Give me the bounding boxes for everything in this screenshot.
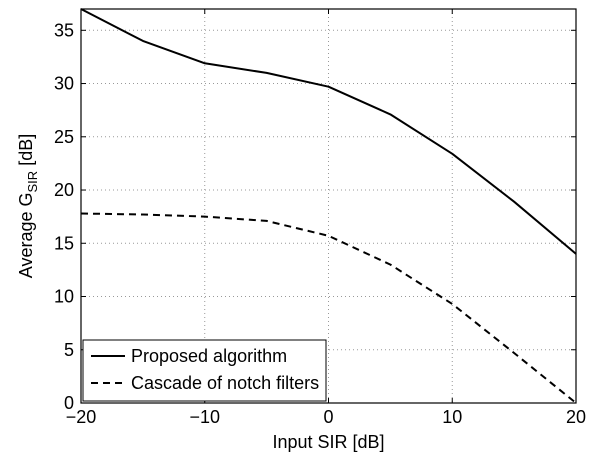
x-tick-label: −10 <box>189 407 220 427</box>
x-tick-label: 20 <box>566 407 586 427</box>
x-tick-label: 10 <box>442 407 462 427</box>
series-layer <box>80 8 577 404</box>
y-tick-label: 35 <box>54 20 74 40</box>
x-tick-label: −20 <box>66 407 97 427</box>
y-tick-label: 0 <box>64 393 74 413</box>
y-tick-label: 10 <box>54 287 74 307</box>
legend-label-cascade-of-notch-filters: Cascade of notch filters <box>131 373 319 393</box>
legend-label-proposed-algorithm: Proposed algorithm <box>131 346 287 366</box>
x-tick-label: 0 <box>323 407 333 427</box>
legend-box <box>82 339 327 402</box>
ticks <box>80 9 577 404</box>
y-axis-label-main: Average G <box>16 192 36 278</box>
series-line-proposed-algorithm <box>80 8 577 255</box>
y-tick-label: 20 <box>54 180 74 200</box>
y-axis-label: Average GSIR [dB] <box>16 134 40 278</box>
y-tick-label: 15 <box>54 233 74 253</box>
y-axis-label-unit: [dB] <box>16 134 36 171</box>
grid <box>81 9 576 403</box>
legend: Proposed algorithm Cascade of notch filt… <box>82 339 327 402</box>
y-tick-label: 25 <box>54 127 74 147</box>
y-axis-label-subscript: SIR <box>25 171 40 193</box>
x-axis-label: Input SIR [dB] <box>272 432 384 452</box>
tick-labels: −20 −10 0 10 20 0 5 10 15 20 25 30 35 <box>54 20 586 427</box>
y-tick-label: 30 <box>54 74 74 94</box>
y-tick-label: 5 <box>64 340 74 360</box>
